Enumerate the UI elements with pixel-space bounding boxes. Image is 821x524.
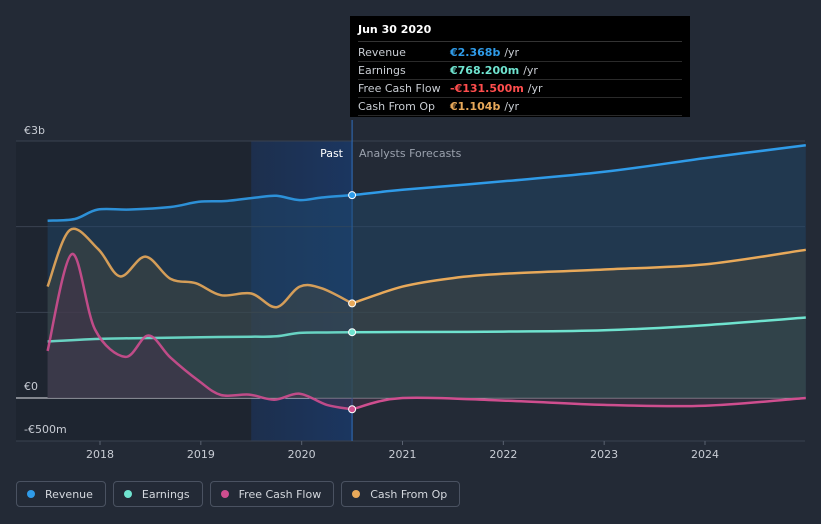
tooltip-row-earnings: Earnings €768.200m /yr [358,62,682,80]
earnings-line-past [47,330,353,343]
tooltip-value: €2.368b [450,46,501,59]
earnings-line-forecast [352,316,806,334]
tooltip-unit: /yr [523,64,538,77]
x-tick-label: 2018 [86,448,114,461]
tooltip-row-revenue: Revenue €2.368b /yr [358,44,682,62]
legend-dot-icon [123,490,132,498]
tooltip-row-cfo: Cash From Op €1.104b /yr [358,98,682,116]
tooltip-unit: /yr [504,46,520,59]
cash-from-op-marker [348,299,357,308]
cash-from-op-line-forecast [351,248,806,305]
revenue-marker [348,191,357,200]
legend-label: Revenue [45,487,93,501]
y-label-top: €3b [24,124,45,137]
tooltip-label: Cash From Op [358,100,436,113]
legend: Revenue Earnings Free Cash Flow Cash Fro… [16,481,461,507]
tooltip-value: -€131.500m [450,82,524,95]
x-tick-label: 2024 [691,448,719,461]
legend-dot-icon [220,490,229,498]
tooltip: Jun 30 2020 Revenue €2.368b /yr Earnings… [350,16,690,117]
earnings-marker [348,328,357,337]
x-tick-label: 2019 [187,448,215,461]
x-tick-label: 2023 [590,448,618,461]
legend-dot-icon [352,490,361,498]
tooltip-unit: /yr [504,100,520,113]
tooltip-title: Jun 30 2020 [358,23,682,42]
tooltip-value: €1.104b [450,100,501,113]
cash-from-op-area [47,228,806,398]
cash-from-op-line-past [46,227,353,309]
free-cash-flow-area [47,253,806,410]
legend-cash-from-op[interactable]: Cash From Op [341,481,461,507]
tooltip-value: €768.200m [450,64,520,77]
highlight-region [251,141,353,441]
free-cash-flow-line-past [46,252,353,411]
legend-label: Cash From Op [370,487,448,501]
tooltip-label: Earnings [358,64,406,77]
revenue-area [47,145,806,398]
y-label-zero: €0 [24,380,38,393]
free-cash-flow-marker [348,405,357,414]
past-label: Past [320,147,344,160]
forecast-label: Analysts Forecasts [359,147,462,160]
legend-label: Free Cash Flow [238,487,322,501]
tooltip-label: Free Cash Flow [358,82,441,95]
legend-earnings[interactable]: Earnings [112,481,203,507]
legend-label: Earnings [141,487,190,501]
revenue-line-past [47,193,353,222]
x-tick-label: 2020 [288,448,316,461]
legend-free-cash-flow[interactable]: Free Cash Flow [209,481,335,507]
tooltip-label: Revenue [358,46,406,59]
y-label-bottom: -€500m [24,423,67,436]
x-tick-label: 2021 [389,448,417,461]
revenue-line-forecast [351,144,806,197]
legend-dot-icon [27,490,35,498]
legend-revenue[interactable]: Revenue [16,481,106,507]
tooltip-row-fcf: Free Cash Flow -€131.500m /yr [358,80,682,98]
free-cash-flow-line-forecast [351,396,806,411]
tooltip-unit: /yr [527,82,543,95]
x-tick-label: 2022 [489,448,517,461]
